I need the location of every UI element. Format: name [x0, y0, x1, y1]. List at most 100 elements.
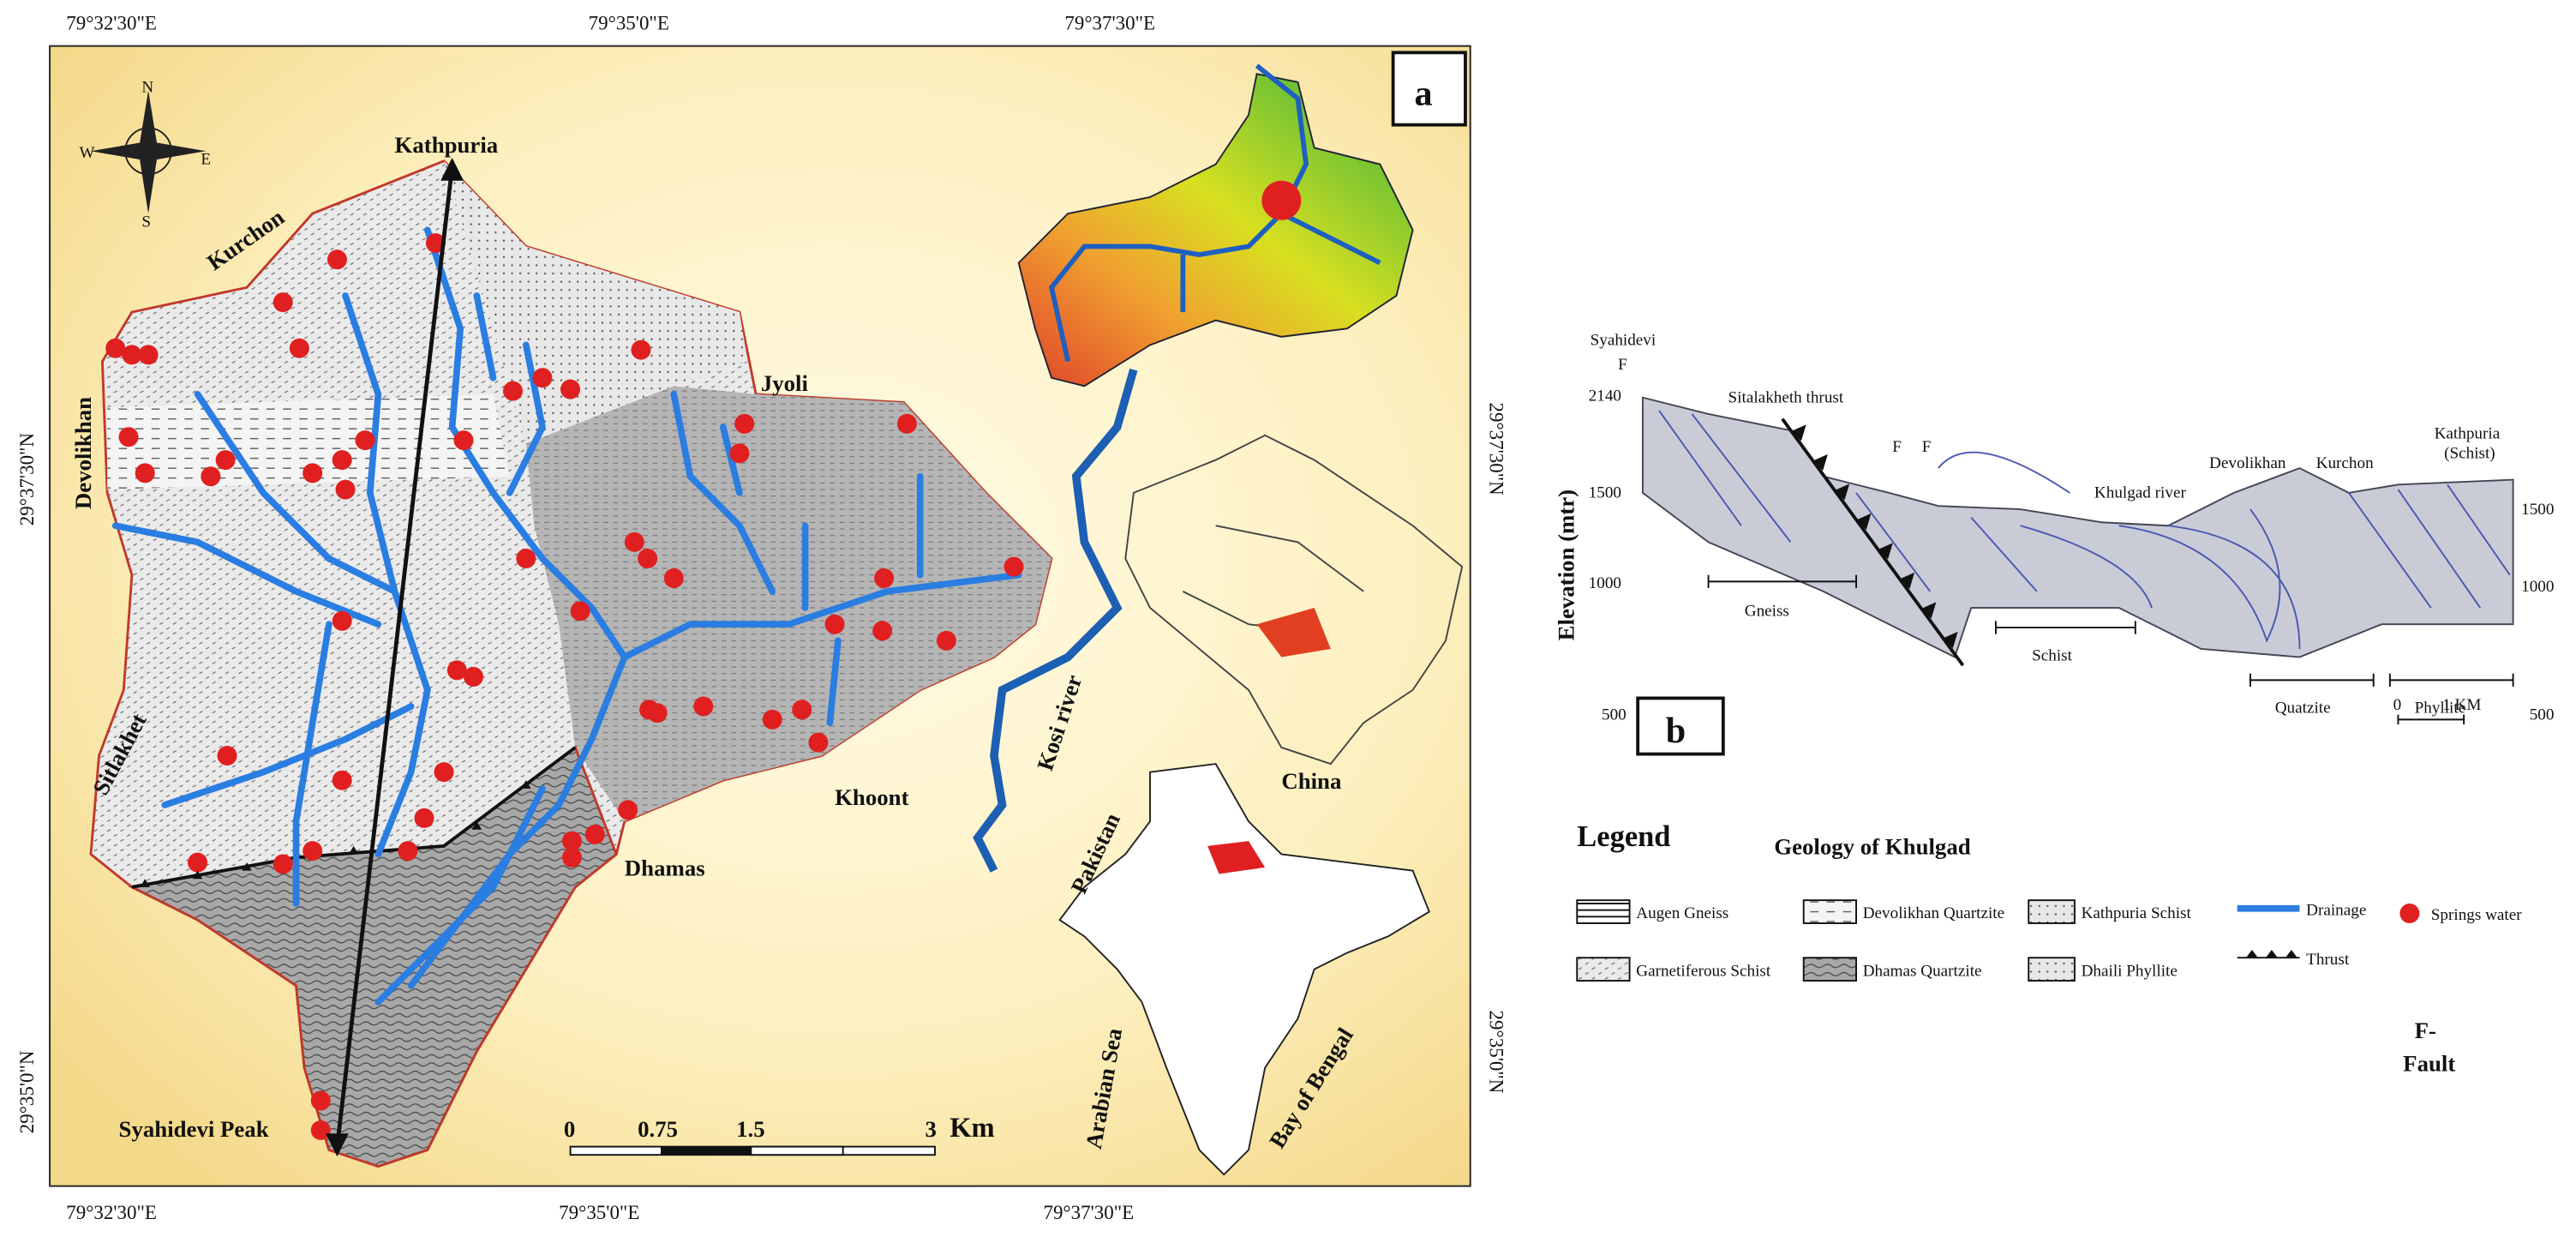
spring [561, 831, 582, 851]
thrust-tooth [1878, 543, 1893, 560]
path-shape [292, 621, 332, 907]
spring [217, 746, 237, 766]
spring [618, 800, 638, 820]
spring [647, 703, 668, 724]
thrust-tooth [471, 821, 482, 830]
text-shape: E [201, 151, 211, 169]
spring [638, 549, 658, 569]
thrust-tooth [1856, 513, 1872, 531]
panel-label-box [1636, 696, 1725, 756]
spring [453, 430, 474, 451]
text-shape: 1000 [2521, 578, 2554, 596]
spring [122, 345, 142, 365]
spring [434, 762, 454, 783]
text-shape: Dhamas [625, 855, 705, 880]
text-shape: Kathpuria [2435, 425, 2501, 443]
spring [398, 841, 418, 862]
text-shape: Khulgad river [2094, 484, 2187, 502]
text-shape: F [1892, 438, 1902, 456]
spring [135, 463, 155, 483]
text-shape: China [1281, 768, 1341, 794]
spring [414, 808, 434, 828]
uttarakhand-highlight [1256, 608, 1331, 658]
spring [326, 249, 347, 270]
spring [872, 621, 893, 641]
thrust-tooth [521, 780, 531, 789]
spring [624, 531, 644, 552]
text-shape: Dhaili Phyllite [2082, 962, 2178, 980]
text-shape: Sitalakheth thrust [1728, 389, 1844, 407]
path-shape [111, 522, 382, 628]
cross-section [1641, 396, 2514, 658]
spring [734, 413, 755, 434]
panel-b [1636, 396, 2514, 756]
thrust-tooth [1899, 572, 1915, 590]
spring [792, 700, 812, 720]
text-shape: Phyllite [2415, 700, 2466, 718]
text-shape: 29°35'0"N [16, 1050, 38, 1133]
spring [138, 345, 159, 365]
kosi-river [973, 368, 1138, 873]
text-shape: 500 [2530, 706, 2555, 724]
spring [502, 381, 523, 401]
text-shape: Kurchon [2316, 454, 2374, 472]
thrust-tooth [192, 870, 203, 880]
spring [808, 732, 829, 753]
text-shape: W [80, 144, 96, 162]
thrust-tooth [140, 879, 150, 887]
text-shape: F- [2415, 1018, 2436, 1043]
text-shape: Quatzite [2275, 700, 2331, 718]
spring [303, 841, 323, 862]
spring [532, 368, 553, 388]
spring [355, 430, 375, 451]
spring [464, 667, 483, 688]
text-shape: Kathpuria Schist [2082, 904, 2192, 922]
section-folds [1658, 410, 2511, 649]
path-shape [473, 292, 497, 381]
text-shape: 79°37'30"E [1043, 1202, 1134, 1223]
text-shape: Km [950, 1113, 994, 1144]
text-shape: 29°37'30"N [16, 433, 38, 526]
rect-shape [660, 1146, 752, 1156]
legend-swatch [1802, 899, 1858, 924]
section-line [335, 167, 454, 1147]
legend-swatch [2028, 957, 2076, 982]
text-shape: F [1922, 438, 1932, 456]
drainage [111, 226, 1022, 1006]
text-shape: F [1618, 356, 1627, 374]
spring [335, 479, 356, 500]
thrust-tooth [1834, 483, 1850, 501]
path-shape [719, 423, 743, 496]
text-shape: Garnetiferous Schist [1636, 962, 1771, 980]
spring [936, 630, 956, 651]
spring [310, 1090, 331, 1111]
text-shape: Gneiss [1745, 603, 1789, 621]
thrust-tooth [1791, 424, 1806, 441]
dem-inset [1017, 73, 1414, 387]
spring [188, 852, 208, 873]
spring [560, 379, 581, 399]
circle-shape [124, 127, 172, 176]
text-shape: 79°32'30"E [66, 12, 157, 33]
text-shape: Jyoli [761, 370, 809, 396]
quartzite-band [107, 393, 510, 490]
panel-label-box [1391, 51, 1467, 127]
legend-swatch [1802, 957, 1858, 982]
thrust-tooth [242, 862, 252, 871]
legend-swatch [1576, 899, 1631, 924]
legend-swatch [1576, 957, 1631, 982]
spring [584, 825, 605, 844]
spring [310, 1120, 331, 1140]
spring [273, 292, 293, 313]
text-shape: Thrust [2306, 951, 2350, 969]
spring [303, 463, 323, 483]
text-shape: Elevation (mtr) [1553, 489, 1579, 640]
legend-swatch [2028, 899, 2076, 924]
text-shape: a [1415, 74, 1433, 114]
text-shape: 500 [1602, 706, 1626, 724]
spring [631, 339, 651, 360]
spring [762, 709, 782, 730]
spring [1003, 556, 1024, 577]
legend-swatch [2237, 949, 2300, 959]
text-shape: Syahidevi [1591, 331, 1656, 349]
